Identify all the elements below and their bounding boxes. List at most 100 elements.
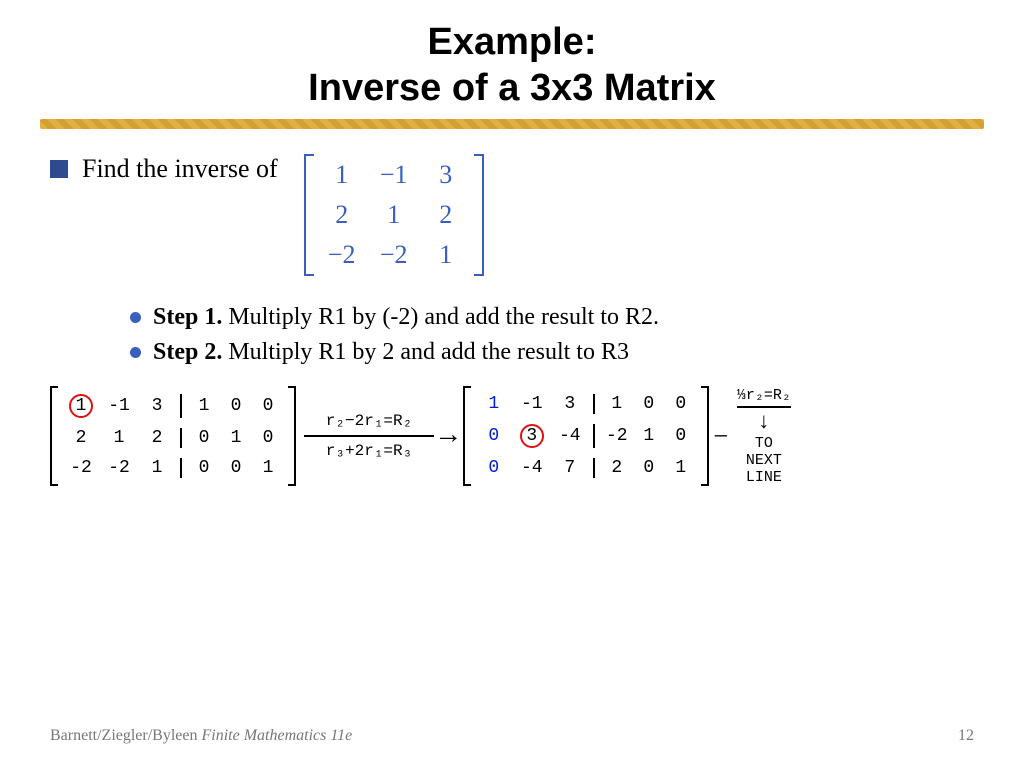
aug-cell: -2 <box>66 458 96 478</box>
aug-cell: 1 <box>256 458 280 478</box>
aug-cell: 0 <box>256 428 280 448</box>
aug-cell: 1 <box>605 394 629 414</box>
circled-cell: 1 <box>69 394 93 418</box>
aug-grid: 1-13100212010-2-21001 <box>58 386 288 486</box>
square-bullet-icon <box>50 160 68 178</box>
down-arrow-icon: ↓ <box>757 410 770 435</box>
footer-book: Finite Mathematics 11e <box>202 727 353 744</box>
aug-cell: 1 <box>104 428 134 448</box>
aug-cell: 1 <box>224 428 248 448</box>
aug-cell: -4 <box>517 458 547 478</box>
step-body: Multiply R1 by 2 and add the result to R… <box>222 339 629 365</box>
aug-cell: 0 <box>224 396 248 416</box>
row-ops: r₂−2r₁=R₂ r₃+2r₁=R₃ <box>304 410 434 462</box>
aug-cell: 0 <box>192 428 216 448</box>
bracket-left <box>463 386 471 486</box>
bracket-right <box>701 386 709 486</box>
aug-cell: 0 <box>669 394 693 414</box>
aug-cell: 0 <box>479 458 509 478</box>
step-label: Step 1. <box>153 304 222 330</box>
next-op: ⅓r₂=R₂ ↓ TO NEXT LINE <box>737 387 791 486</box>
aug-cell: 0 <box>224 458 248 478</box>
aug-divider <box>180 394 182 418</box>
aug-cell: 1 <box>637 426 661 446</box>
intro-text: Find the inverse of <box>82 154 278 184</box>
footer-authors: Barnett/Ziegler/Byleen <box>50 727 202 744</box>
aug-cell: 7 <box>555 458 585 478</box>
bracket-left <box>50 386 58 486</box>
aug-divider <box>180 428 182 448</box>
aug-cell: 0 <box>637 394 661 414</box>
dot-bullet-icon <box>130 347 141 358</box>
given-matrix: 1−13212−2−21 <box>304 154 484 276</box>
op-bottom: r₃+2r₁=R₃ <box>322 440 416 462</box>
dot-bullet-icon <box>130 312 141 323</box>
aug-cell: -2 <box>605 426 629 446</box>
aug-matrix-left: 1-13100212010-2-21001 <box>50 386 296 486</box>
aug-cell: -2 <box>104 458 134 478</box>
title-underline <box>40 119 984 129</box>
step-text: Step 2. Multiply R1 by 2 and add the res… <box>153 339 629 366</box>
aug-cell: 1 <box>479 394 509 414</box>
circled-cell: 3 <box>520 424 544 448</box>
aug-cell: -1 <box>104 396 134 416</box>
page-number: 12 <box>958 727 974 745</box>
aug-matrix-right: 1-1310003-4-2100-47201 <box>463 386 709 486</box>
aug-divider <box>593 424 595 448</box>
footer: Barnett/Ziegler/Byleen Finite Mathematic… <box>50 727 974 745</box>
intro-row: Find the inverse of 1−13212−2−21 <box>50 154 974 276</box>
arrow-icon: → <box>440 421 457 452</box>
aug-cell: 3 <box>142 396 172 416</box>
arrow-icon: — <box>715 425 727 448</box>
bracket-right <box>288 386 296 486</box>
op-top: r₂−2r₁=R₂ <box>322 410 416 432</box>
aug-cell: -4 <box>555 426 585 446</box>
step-body: Multiply R1 by (-2) and add the result t… <box>222 304 659 330</box>
tail-op: ⅓r₂=R₂ <box>737 387 791 408</box>
matrix-cell: −2 <box>328 240 356 270</box>
aug-cell: 0 <box>669 426 693 446</box>
aug-cell: 1 <box>192 396 216 416</box>
aug-cell: 3 <box>555 394 585 414</box>
matrix-bracket-right <box>474 154 484 276</box>
aug-divider <box>180 458 182 478</box>
aug-cell: 0 <box>479 426 509 446</box>
aug-cell: 2 <box>66 428 96 448</box>
matrix-cell: −1 <box>380 160 408 190</box>
aug-cell: 3 <box>517 424 547 448</box>
aug-divider <box>593 394 595 414</box>
aug-cell: 1 <box>66 394 96 418</box>
matrix-cell: 2 <box>328 200 356 230</box>
matrix-cell: 3 <box>432 160 460 190</box>
tail-note: TO <box>755 435 773 452</box>
steps-list: Step 1. Multiply R1 by (-2) and add the … <box>130 304 974 366</box>
matrix-cell: 2 <box>432 200 460 230</box>
aug-cell: 0 <box>192 458 216 478</box>
tail-note: NEXT <box>746 452 782 469</box>
matrix-grid: 1−13212−2−21 <box>314 154 474 276</box>
aug-cell: 1 <box>669 458 693 478</box>
step-row: Step 1. Multiply R1 by (-2) and add the … <box>130 304 974 331</box>
matrix-cell: 1 <box>432 240 460 270</box>
step-label: Step 2. <box>153 339 222 365</box>
step-row: Step 2. Multiply R1 by 2 and add the res… <box>130 339 974 366</box>
aug-divider <box>593 458 595 478</box>
matrix-cell: 1 <box>380 200 408 230</box>
tail-note: LINE <box>746 469 782 486</box>
matrix-cell: −2 <box>380 240 408 270</box>
title-line-2: Inverse of a 3x3 Matrix <box>308 67 716 109</box>
aug-cell: 1 <box>142 458 172 478</box>
aug-cell: 0 <box>256 396 280 416</box>
aug-grid: 1-1310003-4-2100-47201 <box>471 386 701 486</box>
matrix-bracket-left <box>304 154 314 276</box>
work-row: 1-13100212010-2-21001 r₂−2r₁=R₂ r₃+2r₁=R… <box>50 386 974 486</box>
aug-cell: 0 <box>637 458 661 478</box>
step-text: Step 1. Multiply R1 by (-2) and add the … <box>153 304 659 331</box>
matrix-cell: 1 <box>328 160 356 190</box>
title-line-1: Example: <box>428 21 597 63</box>
aug-cell: 2 <box>142 428 172 448</box>
aug-cell: 2 <box>605 458 629 478</box>
footer-left: Barnett/Ziegler/Byleen Finite Mathematic… <box>50 727 352 745</box>
aug-cell: -1 <box>517 394 547 414</box>
slide-title: Example: Inverse of a 3x3 Matrix <box>50 20 974 111</box>
